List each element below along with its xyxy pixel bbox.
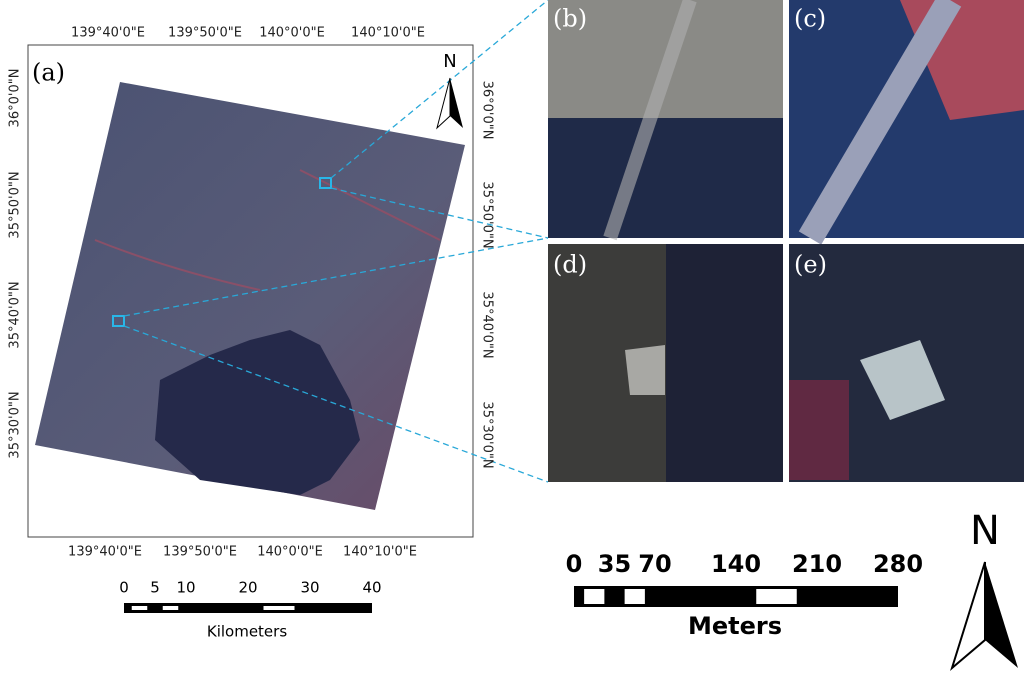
building xyxy=(625,345,665,395)
panel-label: (d) xyxy=(553,251,587,279)
roi-box xyxy=(319,177,332,189)
panel-label: (b) xyxy=(553,5,587,33)
panel-label: (e) xyxy=(794,251,827,279)
scale-tick-label: 280 xyxy=(873,550,923,578)
roi-box xyxy=(112,315,125,327)
north-arrow xyxy=(450,78,463,128)
panel-label: (a) xyxy=(32,59,65,87)
scale-unit: Meters xyxy=(688,612,782,640)
scale-bar xyxy=(124,603,372,613)
scale-bar xyxy=(574,586,898,607)
scale-tick-label: 40 xyxy=(362,579,381,597)
scale-segment xyxy=(162,606,179,610)
lat-label: 35°40'0"N xyxy=(480,291,495,358)
lon-label: 139°50'0"E xyxy=(168,26,242,41)
tokyo-bay xyxy=(155,330,360,495)
vegetation xyxy=(789,380,849,480)
north-label: N xyxy=(970,508,1000,554)
lon-label: 139°40'0"E xyxy=(68,545,142,560)
building xyxy=(860,340,945,420)
lat-label: 35°50'0"N xyxy=(8,171,23,238)
scale-tick-label: 70 xyxy=(638,550,671,578)
north-arrow xyxy=(985,562,1018,668)
panel-label: (c) xyxy=(794,5,826,33)
scale-segment xyxy=(584,589,605,604)
inset-b xyxy=(548,118,783,238)
scale-segment xyxy=(756,589,797,604)
lon-label: 140°0'0"E xyxy=(259,26,325,41)
scale-tick-label: 35 xyxy=(598,550,631,578)
lat-label: 36°0'0"N xyxy=(480,81,495,140)
lon-label: 139°40'0"E xyxy=(71,26,145,41)
river xyxy=(94,169,441,291)
leader-lines xyxy=(123,0,549,483)
scale-tick-label: 20 xyxy=(238,579,257,597)
north-arrow xyxy=(950,561,986,671)
inset-d xyxy=(666,244,783,482)
lat-label: 35°40'0"N xyxy=(8,281,23,348)
scale-tick-label: 210 xyxy=(792,550,842,578)
scale-segment xyxy=(131,606,148,610)
north-label: N xyxy=(443,51,456,72)
scale-tick-label: 140 xyxy=(711,550,761,578)
lon-label: 140°10'0"E xyxy=(343,545,417,560)
scale-segment xyxy=(624,589,645,604)
scale-tick-label: 0 xyxy=(566,550,583,578)
scale-tick-label: 30 xyxy=(300,579,319,597)
lat-label: 35°50'0"N xyxy=(480,181,495,248)
lat-label: 36°0'0"N xyxy=(8,69,23,128)
lon-label: 140°0'0"E xyxy=(257,545,323,560)
scale-unit: Kilometers xyxy=(207,623,287,641)
scale-tick-label: 10 xyxy=(176,579,195,597)
scale-tick-label: 5 xyxy=(150,579,160,597)
bridge xyxy=(603,0,697,241)
lat-label: 35°30'0"N xyxy=(480,401,495,468)
lat-label: 35°30'0"N xyxy=(8,391,23,458)
satellite-image xyxy=(35,82,465,510)
lon-label: 139°50'0"E xyxy=(163,545,237,560)
scale-segment xyxy=(263,606,295,610)
bridge xyxy=(798,0,962,245)
lon-label: 140°10'0"E xyxy=(351,26,425,41)
scale-tick-label: 0 xyxy=(119,579,129,597)
